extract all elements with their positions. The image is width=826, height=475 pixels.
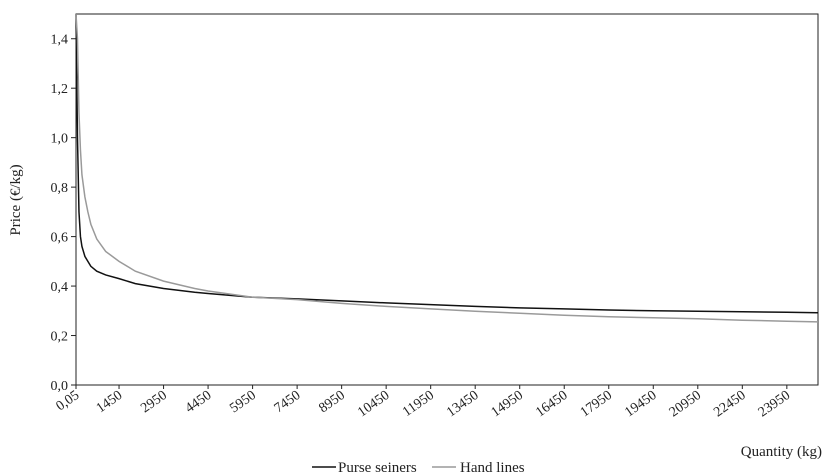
y-tick-label: 0,2: [51, 330, 69, 345]
x-tick-label: 7450: [272, 388, 304, 416]
x-tick-label: 14950: [489, 388, 526, 420]
legend: Purse seiners Hand lines: [312, 460, 525, 475]
legend-label-purse-seiners: Purse seiners: [338, 460, 417, 475]
x-tick-label: 8950: [316, 388, 348, 416]
y-tick-label: 1,4: [51, 33, 69, 48]
x-tick-label: 17950: [578, 388, 615, 420]
y-tick-label: 1,0: [51, 132, 69, 147]
x-axis-ticks: 0,05 1450 2950 4450 5950 7450 8950 10450 11950 13…: [54, 385, 793, 420]
x-tick-label: 10450: [355, 388, 392, 420]
x-tick-label: 2950: [138, 388, 170, 416]
y-tick-label: 0,8: [51, 181, 69, 196]
legend-label-hand-lines: Hand lines: [460, 460, 525, 475]
x-tick-label: 13450: [444, 388, 481, 420]
y-axis-ticks: 0,0 0,2 0,4 0,6 0,8 1,0 1,2 1,4: [51, 33, 76, 394]
x-axis-label: Quantity (kg): [741, 444, 822, 460]
x-tick-label: 20950: [667, 388, 704, 420]
x-tick-label: 22450: [711, 388, 748, 420]
x-tick-label: 4450: [183, 388, 215, 416]
series-line-purse-seiners: [75, 13, 819, 314]
y-tick-label: 0,6: [51, 231, 69, 246]
y-tick-label: 0,4: [51, 280, 69, 295]
x-tick-label: 5950: [227, 388, 259, 416]
series-line-hand-lines: [75, 13, 819, 323]
plot-frame: [75, 13, 819, 386]
y-axis-label: Price (€/kg): [8, 164, 24, 235]
series-layer: [75, 13, 819, 323]
x-tick-label: 11950: [400, 388, 437, 420]
x-tick-label: 16450: [533, 388, 570, 420]
y-tick-label: 1,2: [51, 82, 69, 97]
x-tick-label: 1450: [94, 388, 126, 416]
x-tick-label: 23950: [756, 388, 793, 420]
y-tick-label: 0,0: [51, 379, 69, 394]
x-tick-label: 19450: [622, 388, 659, 420]
